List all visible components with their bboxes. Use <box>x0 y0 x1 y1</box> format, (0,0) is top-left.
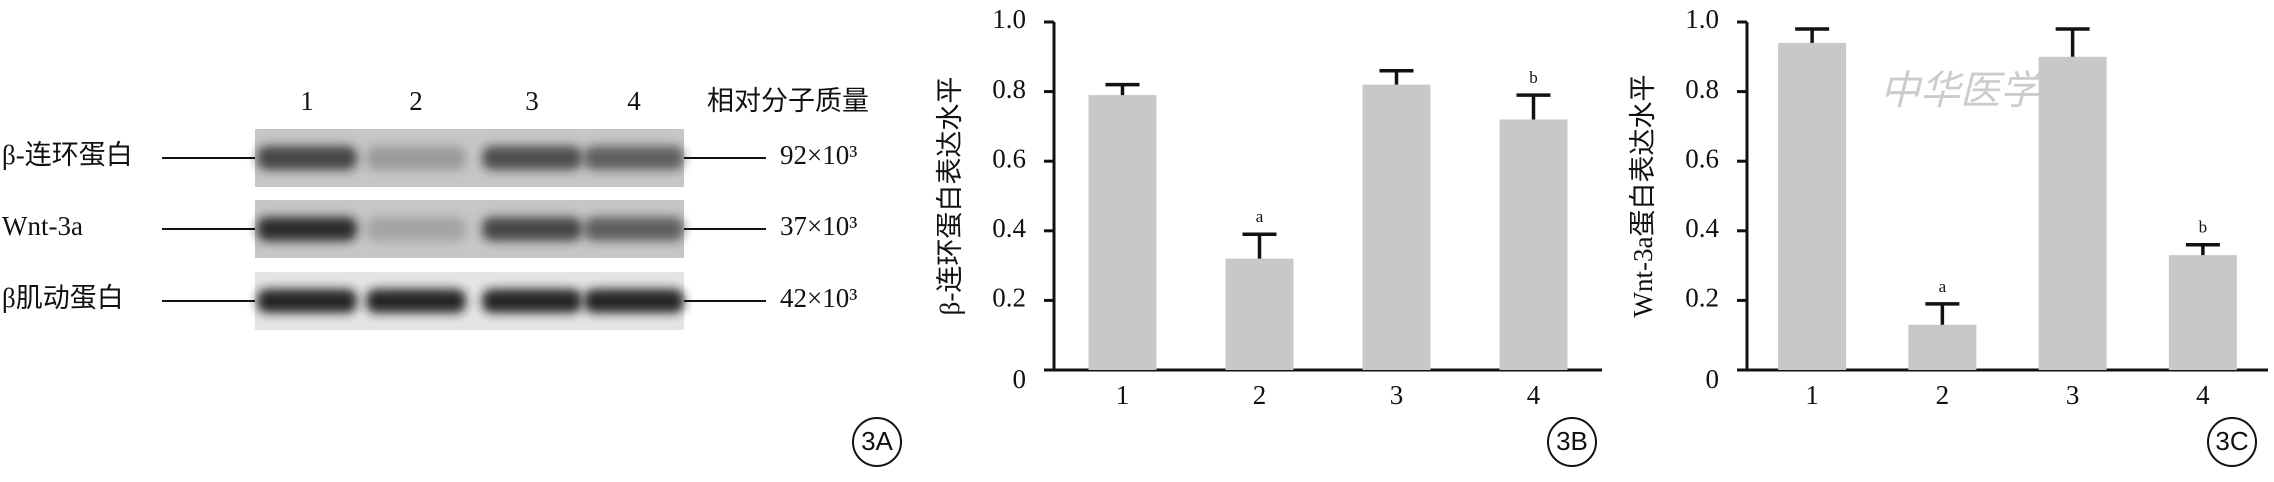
y-tick-label: 0.4 <box>1685 213 1719 243</box>
blot-band <box>482 146 582 170</box>
bar <box>1908 324 1977 370</box>
error-bar <box>2185 242 2220 256</box>
y-tick-label: 0.8 <box>992 74 1026 104</box>
sig-label: a <box>1939 277 1947 296</box>
blot-band <box>257 217 357 241</box>
panel-label: 3C <box>2215 426 2248 456</box>
lane-label: 1 <box>300 86 314 116</box>
sig-label: a <box>1256 207 1264 226</box>
x-tick-label: 1 <box>1116 380 1130 410</box>
bar <box>1225 258 1294 370</box>
mass-label: 92×10³ <box>780 140 857 170</box>
x-tick-label: 3 <box>2066 380 2080 410</box>
x-tick-label: 4 <box>1527 380 1541 410</box>
y-tick-label: 0.8 <box>1685 74 1719 104</box>
lane-label: 2 <box>409 86 423 116</box>
x-tick-label: 4 <box>2196 380 2210 410</box>
panel-circle <box>2207 417 2257 467</box>
bar <box>1778 42 1847 370</box>
sig-label: b <box>1529 68 1538 87</box>
x-tick-label: 3 <box>1390 380 1404 410</box>
blot-band <box>366 289 466 313</box>
bar <box>1088 95 1157 370</box>
error-bar <box>1795 27 1830 43</box>
bar <box>2168 255 2237 370</box>
bar <box>2038 56 2107 371</box>
error-bar <box>1242 232 1277 259</box>
y-axis-label: β-连环蛋白表达水平 <box>935 77 965 316</box>
x-tick-label: 2 <box>1253 380 1267 410</box>
panel-label: 3A <box>861 426 893 456</box>
panel-circle <box>1547 417 1597 467</box>
blot-band <box>482 289 582 313</box>
blot-band <box>257 146 357 170</box>
error-bar <box>1379 68 1414 85</box>
bar <box>1499 119 1568 370</box>
blot-band <box>584 217 684 241</box>
lane-label: 3 <box>525 86 539 116</box>
y-tick-label: 1.0 <box>1685 4 1719 34</box>
row-label: Wnt-3a <box>2 211 83 241</box>
row-label: β-连环蛋白 <box>2 140 133 170</box>
bar <box>1362 84 1431 370</box>
x-tick-label: 2 <box>1936 380 1950 410</box>
error-bar <box>2055 27 2090 57</box>
blot-band <box>366 217 466 241</box>
y-tick-label: 0.2 <box>1685 283 1719 313</box>
y-tick-label: 0.6 <box>992 143 1026 173</box>
blot-header: 相对分子质量 <box>707 86 869 116</box>
y-tick-label: 0 <box>1013 364 1027 394</box>
blot-band <box>366 146 466 170</box>
mass-label: 37×10³ <box>780 211 857 241</box>
error-bar <box>1516 93 1551 120</box>
y-axis-label: Wnt-3a蛋白表达水平 <box>1628 75 1658 318</box>
y-tick-label: 0 <box>1706 364 1720 394</box>
y-tick-label: 0.4 <box>992 213 1026 243</box>
y-tick-label: 1.0 <box>992 4 1026 34</box>
lane-label: 4 <box>627 86 641 116</box>
blot-band <box>257 289 357 313</box>
x-tick-label: 1 <box>1805 380 1819 410</box>
panel-label: 3B <box>1556 426 1588 456</box>
blot-band <box>584 146 684 170</box>
mass-label: 42×10³ <box>780 283 857 313</box>
row-label: β肌动蛋白 <box>2 283 124 313</box>
error-bar <box>1925 302 1960 325</box>
blot-band <box>584 289 684 313</box>
panel-circle <box>852 417 902 467</box>
blot-band <box>482 217 582 241</box>
sig-label: b <box>2199 218 2208 237</box>
y-tick-label: 0.6 <box>1685 143 1719 173</box>
error-bar <box>1105 82 1140 96</box>
y-tick-label: 0.2 <box>992 283 1026 313</box>
